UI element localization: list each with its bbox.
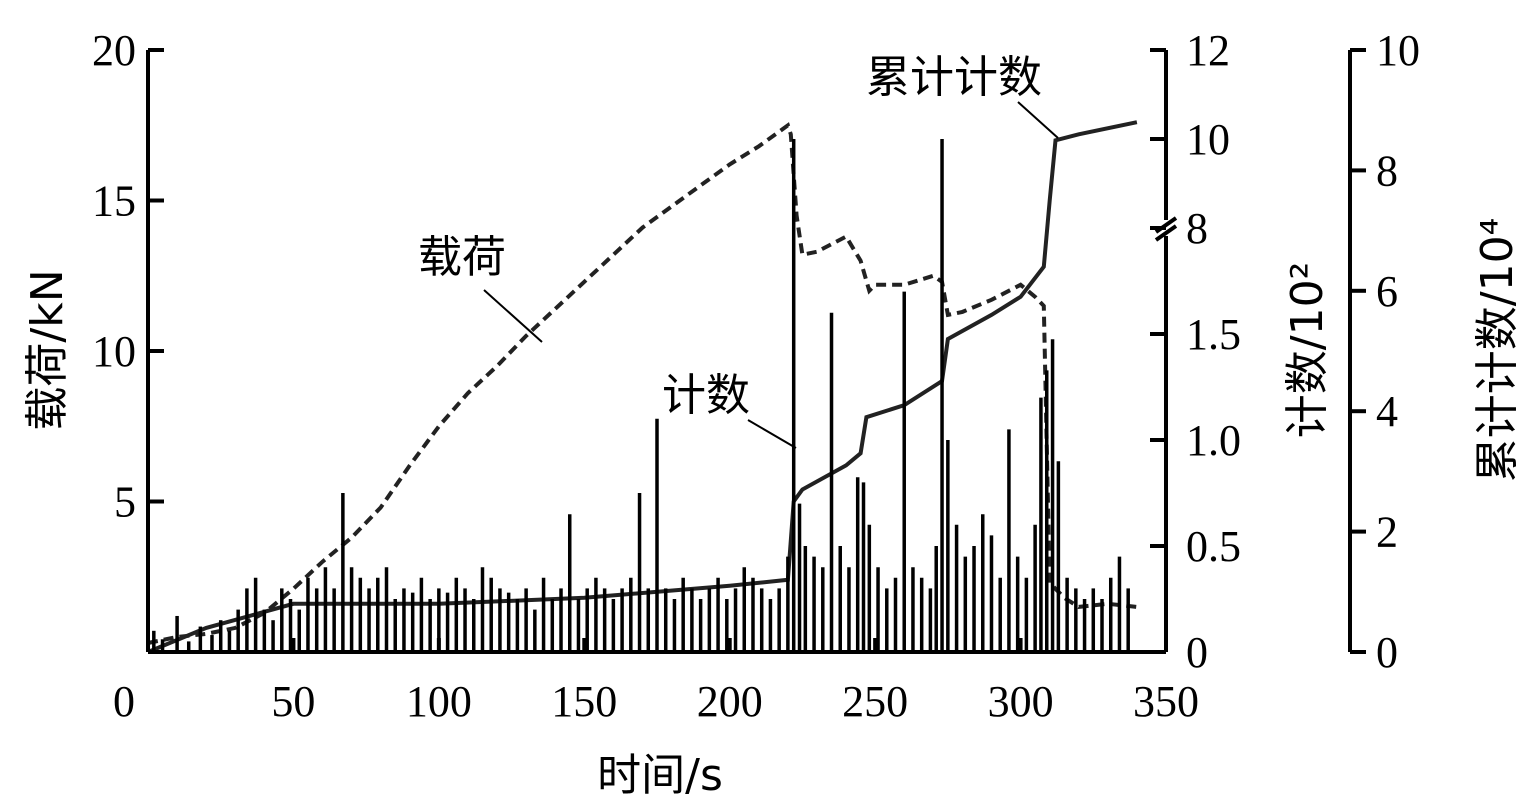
x-tick-label: 0 (113, 677, 135, 726)
cumulative-series-line (147, 120, 1138, 654)
mid-tick-label: 8 (1186, 204, 1208, 253)
x-tick-label: 50 (271, 677, 315, 726)
mid-tick-label: 1.5 (1186, 310, 1241, 359)
load-series-line (147, 122, 1138, 645)
mid-tick-label: 1.0 (1186, 416, 1241, 465)
left-tick-label: 10 (92, 327, 136, 376)
x-tick-label: 150 (551, 677, 617, 726)
x-tick-label: 250 (842, 677, 908, 726)
x-tick-label: 350 (1133, 677, 1199, 726)
axes: 0 50 100 150 200 250 300 350510152000.51.01.581… (92, 26, 1420, 726)
left-tick-label: 20 (92, 26, 136, 75)
left-tick-label: 5 (114, 478, 136, 527)
right-axis-title: 累计计数/10⁴ (1472, 218, 1523, 482)
annotation-count-leader (747, 419, 797, 449)
annotation-cumulative: 累计计数 (866, 52, 1042, 103)
mid-axis-title: 计数/10² (1282, 262, 1333, 438)
x-axis-title: 时间/s (597, 750, 723, 801)
mid-tick-label: 12 (1186, 26, 1230, 75)
right-tick-label: 0 (1376, 628, 1398, 677)
annotation-load-leader (483, 289, 543, 343)
right-tick-label: 10 (1376, 26, 1420, 75)
x-tick-label: 200 (697, 677, 763, 726)
left-axis-title: 载荷/kN (22, 269, 73, 430)
right-tick-label: 8 (1376, 146, 1398, 195)
left-tick-label: 15 (92, 177, 136, 226)
x-tick-label: 100 (406, 677, 472, 726)
right-tick-label: 4 (1376, 387, 1398, 436)
plot-area (147, 101, 1138, 654)
mid-axis-break-mark-2 (1154, 224, 1178, 242)
annotation-cumulative-leader (1017, 101, 1059, 139)
mid-tick-label: 0.5 (1186, 522, 1241, 571)
x-tick-label: 300 (988, 677, 1054, 726)
labels: 载荷 计数 累计计数 时间/s 载荷/kN 计数/10² 累计计数/10⁴ (22, 52, 1523, 801)
right-tick-label: 6 (1376, 267, 1398, 316)
annotation-count: 计数 (662, 370, 750, 421)
mid-tick-label: 0 (1186, 628, 1208, 677)
annotation-load: 载荷 (418, 232, 506, 283)
right-tick-label: 2 (1376, 508, 1398, 557)
mid-tick-label: 10 (1186, 115, 1230, 164)
